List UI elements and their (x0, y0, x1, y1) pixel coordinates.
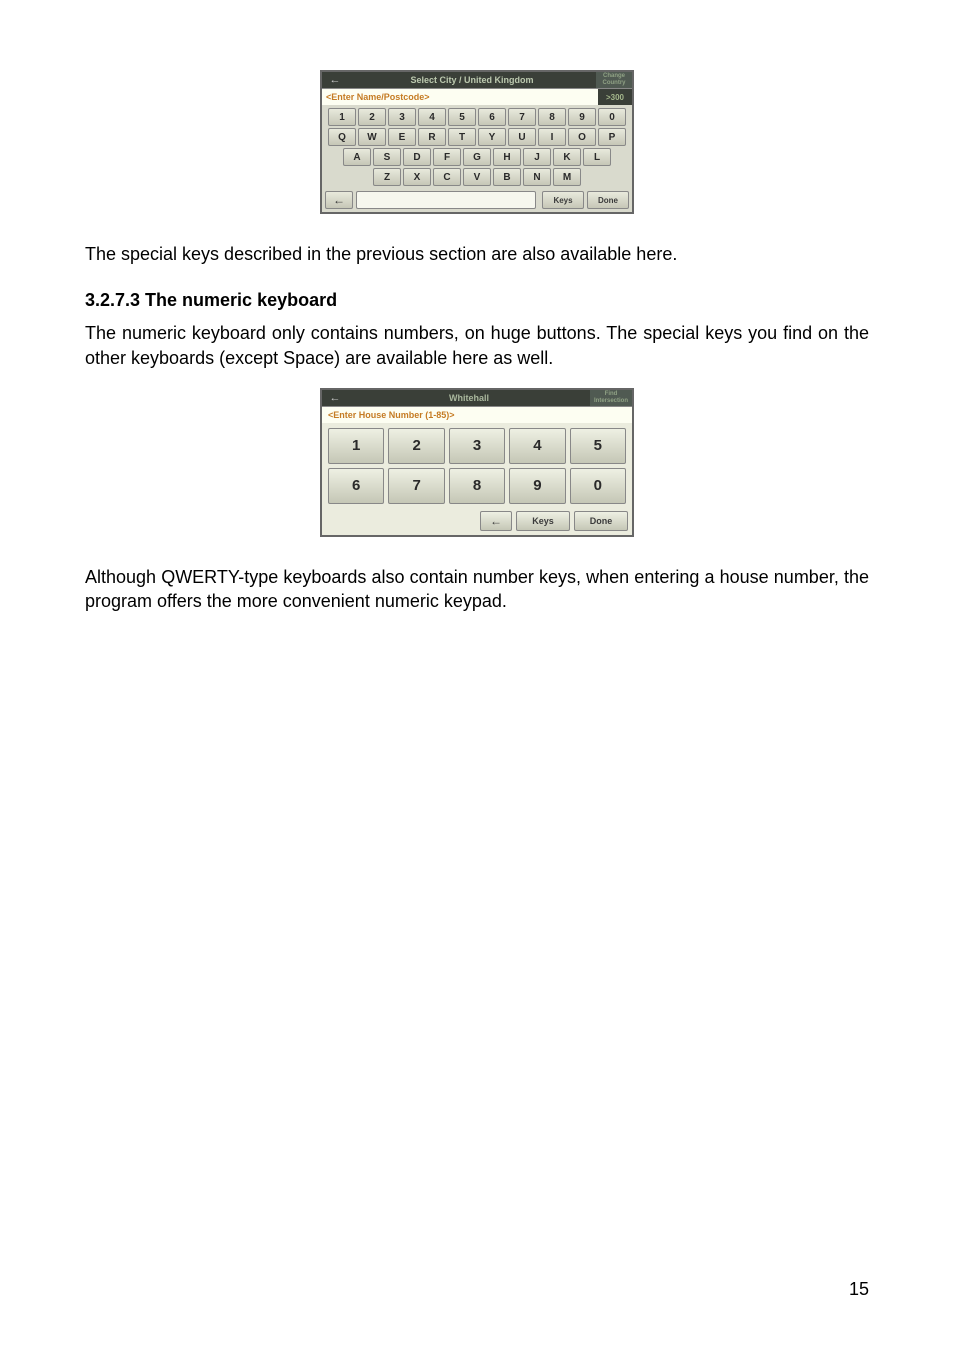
numkey-7: 7 (388, 468, 444, 504)
done-button: Done (587, 191, 629, 209)
keys-button: Keys (516, 511, 570, 531)
key-3: 3 (388, 108, 416, 126)
key-9: 9 (568, 108, 596, 126)
numkey-5: 5 (570, 428, 626, 464)
city-input: <Enter Name/Postcode> (322, 89, 598, 105)
key-6: 6 (478, 108, 506, 126)
key-o: O (568, 128, 596, 146)
back-icon: ← (322, 72, 348, 88)
key-r: R (418, 128, 446, 146)
key-2: 2 (358, 108, 386, 126)
numkey-3: 3 (449, 428, 505, 464)
numeric-keyboard-figure: ← Whitehall Find Intersection <Enter Hou… (320, 388, 634, 537)
key-h: H (493, 148, 521, 166)
key-5: 5 (448, 108, 476, 126)
key-l: L (583, 148, 611, 166)
paragraph-3: Although QWERTY-type keyboards also cont… (85, 565, 869, 614)
key-c: C (433, 168, 461, 186)
paragraph-1: The special keys described in the previo… (85, 242, 869, 266)
numkey-9: 9 (509, 468, 565, 504)
key-k: K (553, 148, 581, 166)
house-number-input: <Enter House Number (1-85)> (322, 406, 632, 423)
numkey-0: 0 (570, 468, 626, 504)
kb2-title: Whitehall (348, 390, 590, 406)
key-b: B (493, 168, 521, 186)
key-y: Y (478, 128, 506, 146)
key-e: E (388, 128, 416, 146)
key-j: J (523, 148, 551, 166)
key-f: F (433, 148, 461, 166)
key-n: N (523, 168, 551, 186)
done-button: Done (574, 511, 628, 531)
key-s: S (373, 148, 401, 166)
numkey-4: 4 (509, 428, 565, 464)
find-intersection-button: Find Intersection (590, 390, 632, 406)
keys-button: Keys (542, 191, 584, 209)
qwerty-keyboard-figure: ← Select City / United Kingdom Change Co… (320, 70, 634, 214)
key-g: G (463, 148, 491, 166)
numkey-6: 6 (328, 468, 384, 504)
numkey-8: 8 (449, 468, 505, 504)
kb1-title: Select City / United Kingdom (348, 72, 596, 88)
numkey-1: 1 (328, 428, 384, 464)
numkey-2: 2 (388, 428, 444, 464)
key-7: 7 (508, 108, 536, 126)
page-number: 15 (849, 1279, 869, 1300)
key-u: U (508, 128, 536, 146)
paragraph-2: The numeric keyboard only contains numbe… (85, 321, 869, 370)
key-4: 4 (418, 108, 446, 126)
key-w: W (358, 128, 386, 146)
key-t: T (448, 128, 476, 146)
change-country-button: Change Country (596, 72, 632, 88)
key-z: Z (373, 168, 401, 186)
key-0: 0 (598, 108, 626, 126)
key-q: Q (328, 128, 356, 146)
section-heading: 3.2.7.3 The numeric keyboard (85, 290, 869, 311)
key-a: A (343, 148, 371, 166)
key-1: 1 (328, 108, 356, 126)
key-m: M (553, 168, 581, 186)
key-8: 8 (538, 108, 566, 126)
key-d: D (403, 148, 431, 166)
key-x: X (403, 168, 431, 186)
backspace-icon: ← (480, 511, 512, 531)
backspace-icon: ← (325, 191, 353, 209)
space-key (356, 191, 536, 209)
key-p: P (598, 128, 626, 146)
key-i: I (538, 128, 566, 146)
back-icon: ← (322, 390, 348, 406)
result-count: >300 (598, 89, 632, 105)
key-v: V (463, 168, 491, 186)
